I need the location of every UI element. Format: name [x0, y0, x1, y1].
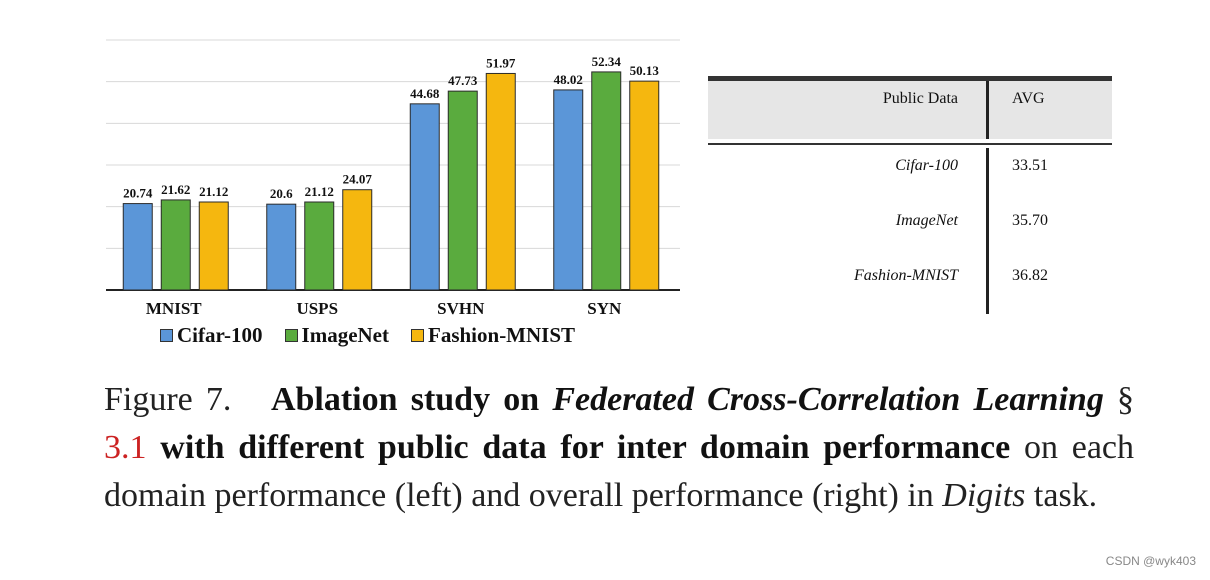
bar	[342, 189, 373, 291]
x-tick-label: USPS	[296, 299, 338, 318]
table-header-background	[708, 81, 1112, 139]
bar	[304, 201, 335, 291]
bar-value-label: 21.62	[161, 182, 190, 197]
legend-label-imagenet: ImageNet	[301, 322, 389, 347]
table-row-name-fashion-mnist: Fashion-MNIST	[854, 267, 958, 284]
bar-value-label: 47.73	[448, 73, 478, 88]
bar	[198, 201, 229, 291]
legend-item-imagenet: ImageNet	[284, 322, 389, 348]
bar	[122, 203, 153, 291]
legend-item-cifar-100: Cifar-100	[160, 323, 263, 348]
caption-bold-2: with different public data for inter dom…	[160, 429, 1011, 466]
legend-label-cifar-100: Cifar-100	[177, 322, 263, 347]
x-tick-label: MNIST	[146, 299, 202, 318]
bar	[409, 103, 440, 291]
caption-bold-italic-1: Federated Cross-Correlation Learning	[552, 381, 1104, 418]
watermark: CSDN @wyk403	[1105, 554, 1196, 568]
bar-value-label: 44.68	[410, 86, 440, 101]
chart-legend: Cifar-100 ImageNet Fashion-MNIST	[160, 322, 597, 348]
bar-value-label: 24.07	[343, 172, 373, 187]
figure-caption: Figure 7. Ablation study on Federated Cr…	[104, 376, 1134, 520]
legend-swatch-cifar-100	[160, 328, 173, 342]
x-tick-label: SVHN	[437, 299, 485, 318]
bar-value-label: 52.34	[592, 54, 622, 69]
legend-item-fashion-mnist: Fashion-MNIST	[411, 323, 575, 348]
bar-value-label: 21.12	[199, 184, 228, 199]
legend-swatch-fashion-mnist	[411, 328, 424, 342]
caption-figure-label: Figure 7.	[104, 381, 232, 418]
legend-swatch-imagenet	[284, 328, 298, 342]
caption-bold-1: Ablation study on	[270, 381, 540, 418]
bar	[485, 72, 516, 291]
x-tick-label: SYN	[587, 299, 622, 318]
table-body-divider	[986, 148, 989, 314]
bar-value-label: 20.74	[123, 186, 153, 201]
table-header-divider	[986, 81, 989, 139]
bar	[447, 90, 478, 291]
bar-value-label: 51.97	[486, 55, 516, 70]
bar	[160, 199, 191, 291]
table-header-rule	[708, 143, 1112, 145]
table-row-name-imagenet: ImageNet	[895, 212, 958, 229]
table-top-rule	[708, 76, 1112, 81]
bar	[266, 203, 297, 291]
bar-value-label: 21.12	[305, 184, 334, 199]
caption-section-ref-link[interactable]: 3.1	[104, 429, 147, 466]
bar-value-label: 48.02	[554, 72, 583, 87]
bar	[591, 71, 622, 291]
table-row-name-cifar-100: Cifar-100	[895, 157, 958, 174]
caption-normal-1: on each domain performance (left) and ov…	[104, 429, 1135, 514]
bar-chart-svg: 20.74 21.62 21.12 MNIST 20.6 21.12 24.07 USPS 44…	[106, 39, 680, 318]
bar-chart: 20.74 21.62 21.12 MNIST 20.6 21.12 24.07 USPS 44…	[0, 0, 700, 360]
table-row-value-fashion-mnist: 36.82	[1012, 267, 1048, 284]
bar	[629, 80, 660, 291]
bar-value-label: 20.6	[270, 186, 293, 201]
caption-normal-2: task.	[1033, 477, 1098, 514]
bar-value-label: 50.13	[630, 63, 660, 78]
legend-label-fashion-mnist: Fashion-MNIST	[428, 322, 576, 347]
table-header-avg: AVG	[1012, 90, 1045, 107]
table-row-value-cifar-100: 33.51	[1012, 157, 1048, 174]
table-header-public-data: Public Data	[882, 90, 958, 107]
caption-section-sign: §	[1117, 381, 1134, 418]
caption-italic-1: Digits	[942, 477, 1026, 514]
bar	[553, 89, 584, 291]
table-row-value-imagenet: 35.70	[1012, 212, 1048, 229]
